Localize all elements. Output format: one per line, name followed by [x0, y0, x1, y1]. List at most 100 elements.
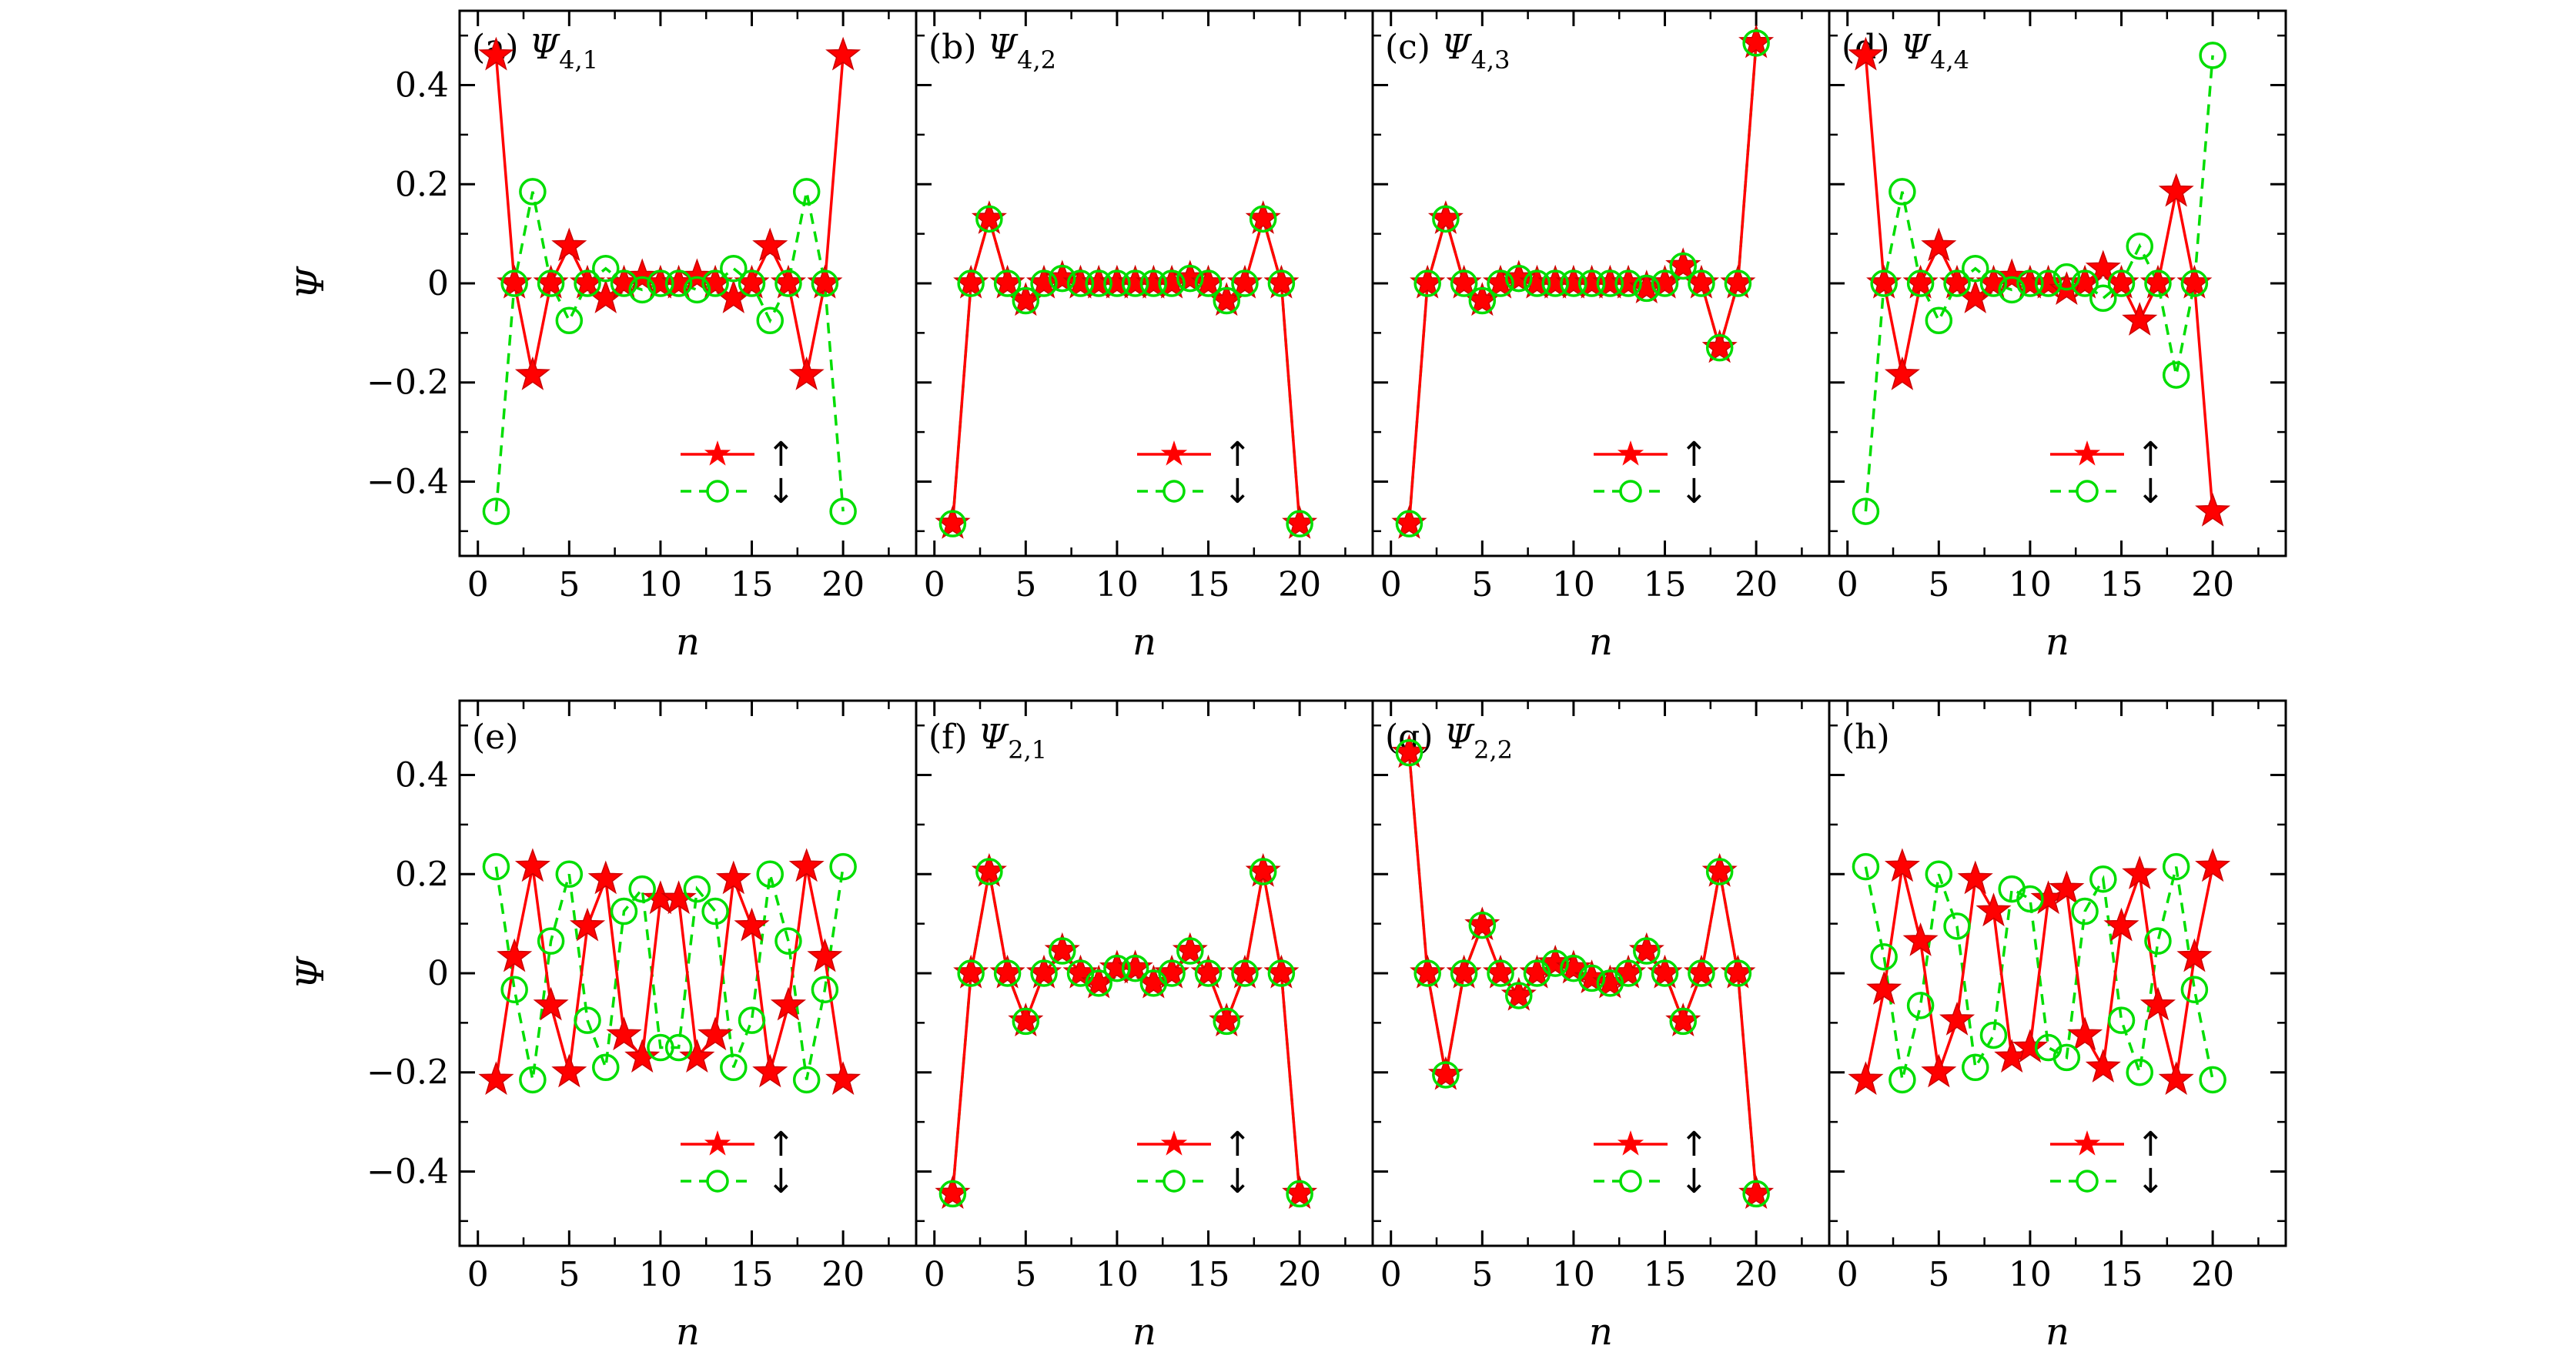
- data-point-down: [738, 269, 766, 297]
- data-point-down: [1085, 269, 1112, 297]
- data-point-down: [1121, 269, 1149, 297]
- data-point-down: [2144, 269, 2172, 297]
- psi-symbol: Ψ: [530, 28, 560, 67]
- data-point-down: [1505, 982, 1533, 1009]
- data-point-down: [1049, 937, 1076, 965]
- x-tick-label: 0: [924, 1255, 945, 1294]
- psi-subscript: 2,2: [1474, 735, 1513, 765]
- x-tick-label: 0: [1837, 565, 1858, 604]
- x-tick-label: 10: [2009, 1255, 2052, 1294]
- data-point-down: [1487, 269, 1514, 297]
- series-line-up: [494, 55, 845, 376]
- data-point-down: [1413, 959, 1441, 987]
- legend-marker-down: [1163, 1170, 1186, 1193]
- data-point-down: [1468, 911, 1497, 939]
- data-point-down: [1267, 269, 1296, 297]
- data-point-up: [514, 356, 550, 390]
- data-point-up: [551, 227, 587, 262]
- psi-symbol: Ψ: [1441, 28, 1472, 67]
- data-point-down: [1267, 959, 1296, 987]
- data-point-up: [1884, 848, 1920, 882]
- data-point-down: [628, 276, 656, 304]
- data-point-down: [1176, 937, 1204, 965]
- data-point-down: [1468, 286, 1497, 315]
- data-point-down: [2144, 927, 2172, 955]
- data-point-down: [2052, 1043, 2081, 1072]
- data-point-down: [1724, 959, 1752, 987]
- data-point-up: [788, 356, 825, 390]
- data-point-down: [2162, 361, 2190, 389]
- data-point-down: [1979, 269, 2008, 297]
- x-tick-label: 10: [1096, 1255, 1139, 1294]
- x-tick-label: 5: [1928, 1255, 1949, 1294]
- legend-label-down: ↓: [1223, 472, 1252, 511]
- data-point-up: [825, 36, 861, 71]
- data-point-down: [1049, 264, 1076, 293]
- data-point-down: [701, 897, 729, 926]
- psi-symbol: Ψ: [1444, 718, 1474, 757]
- y-tick-label: −0.2: [366, 363, 449, 403]
- data-point-down: [1194, 269, 1223, 297]
- data-point-up: [1957, 860, 1993, 895]
- legend-marker-down: [706, 1170, 729, 1193]
- data-point-down: [555, 860, 584, 889]
- x-tick-label: 20: [1735, 565, 1778, 604]
- data-point-down: [683, 875, 711, 903]
- data-point-down: [1158, 269, 1186, 297]
- data-point-down: [2180, 976, 2209, 1003]
- data-point-up: [2158, 172, 2194, 207]
- data-point-down: [1870, 269, 1898, 297]
- data-point-down: [1614, 269, 1642, 297]
- panel-label: (e): [472, 718, 518, 757]
- data-point-up: [624, 1039, 661, 1073]
- x-tick-label: 10: [639, 565, 682, 604]
- data-point-down: [1962, 254, 1989, 283]
- series-line-up: [1864, 866, 2214, 1080]
- data-point-up: [478, 36, 514, 71]
- data-point-down: [975, 858, 1003, 885]
- data-point-down: [1560, 269, 1587, 297]
- data-point-up: [661, 880, 697, 915]
- legend-marker-down: [1619, 480, 1642, 503]
- panel-label: (f) Ψ2,1: [928, 718, 1047, 765]
- data-point-down: [829, 497, 857, 525]
- data-point-up: [533, 986, 569, 1021]
- data-point-down: [1505, 264, 1533, 293]
- x-axis-label: n: [676, 1311, 700, 1349]
- data-point-up: [2122, 302, 2158, 336]
- data-point-down: [756, 306, 784, 335]
- psi-subscript: 2,1: [1008, 735, 1047, 765]
- data-point-down: [1925, 860, 1953, 889]
- x-tick-label: 0: [1837, 1255, 1858, 1294]
- data-point-up: [1902, 922, 1939, 956]
- data-point-down: [993, 269, 1022, 297]
- legend-label-up: ↑: [767, 435, 795, 474]
- x-axis-label: n: [1132, 1311, 1156, 1349]
- data-point-down: [482, 497, 510, 525]
- data-point-down: [811, 976, 839, 1003]
- psi-subscript: 4,2: [1017, 45, 1056, 75]
- x-axis-label: n: [2046, 1311, 2069, 1349]
- data-point-down: [2052, 263, 2081, 291]
- x-tick-label: 20: [1278, 1255, 1321, 1294]
- x-tick-label: 0: [467, 1255, 489, 1294]
- legend-label-down: ↓: [2136, 472, 2165, 511]
- data-point-down: [2071, 897, 2099, 926]
- x-tick-label: 15: [1644, 565, 1687, 604]
- data-point-down: [1103, 954, 1131, 982]
- data-point-down: [2089, 865, 2117, 893]
- data-point-up: [770, 986, 807, 1021]
- x-tick-label: 15: [731, 1255, 774, 1294]
- data-point-down: [1395, 738, 1423, 767]
- data-point-down: [1705, 858, 1734, 885]
- data-point-down: [701, 269, 729, 297]
- y-tick-label: 0.4: [395, 756, 449, 795]
- panel-e: 0 5 10 15 20 0.4 0.2 0 −0.2 −0.4 n Ψ (e) ↑↓: [289, 699, 918, 1349]
- data-point-down: [1066, 269, 1095, 297]
- x-tick-label: 15: [1644, 1255, 1687, 1294]
- data-point-down: [1176, 264, 1204, 293]
- data-point-down: [664, 1033, 693, 1062]
- data-point-down: [1213, 1007, 1240, 1036]
- x-tick-label: 15: [2100, 565, 2143, 604]
